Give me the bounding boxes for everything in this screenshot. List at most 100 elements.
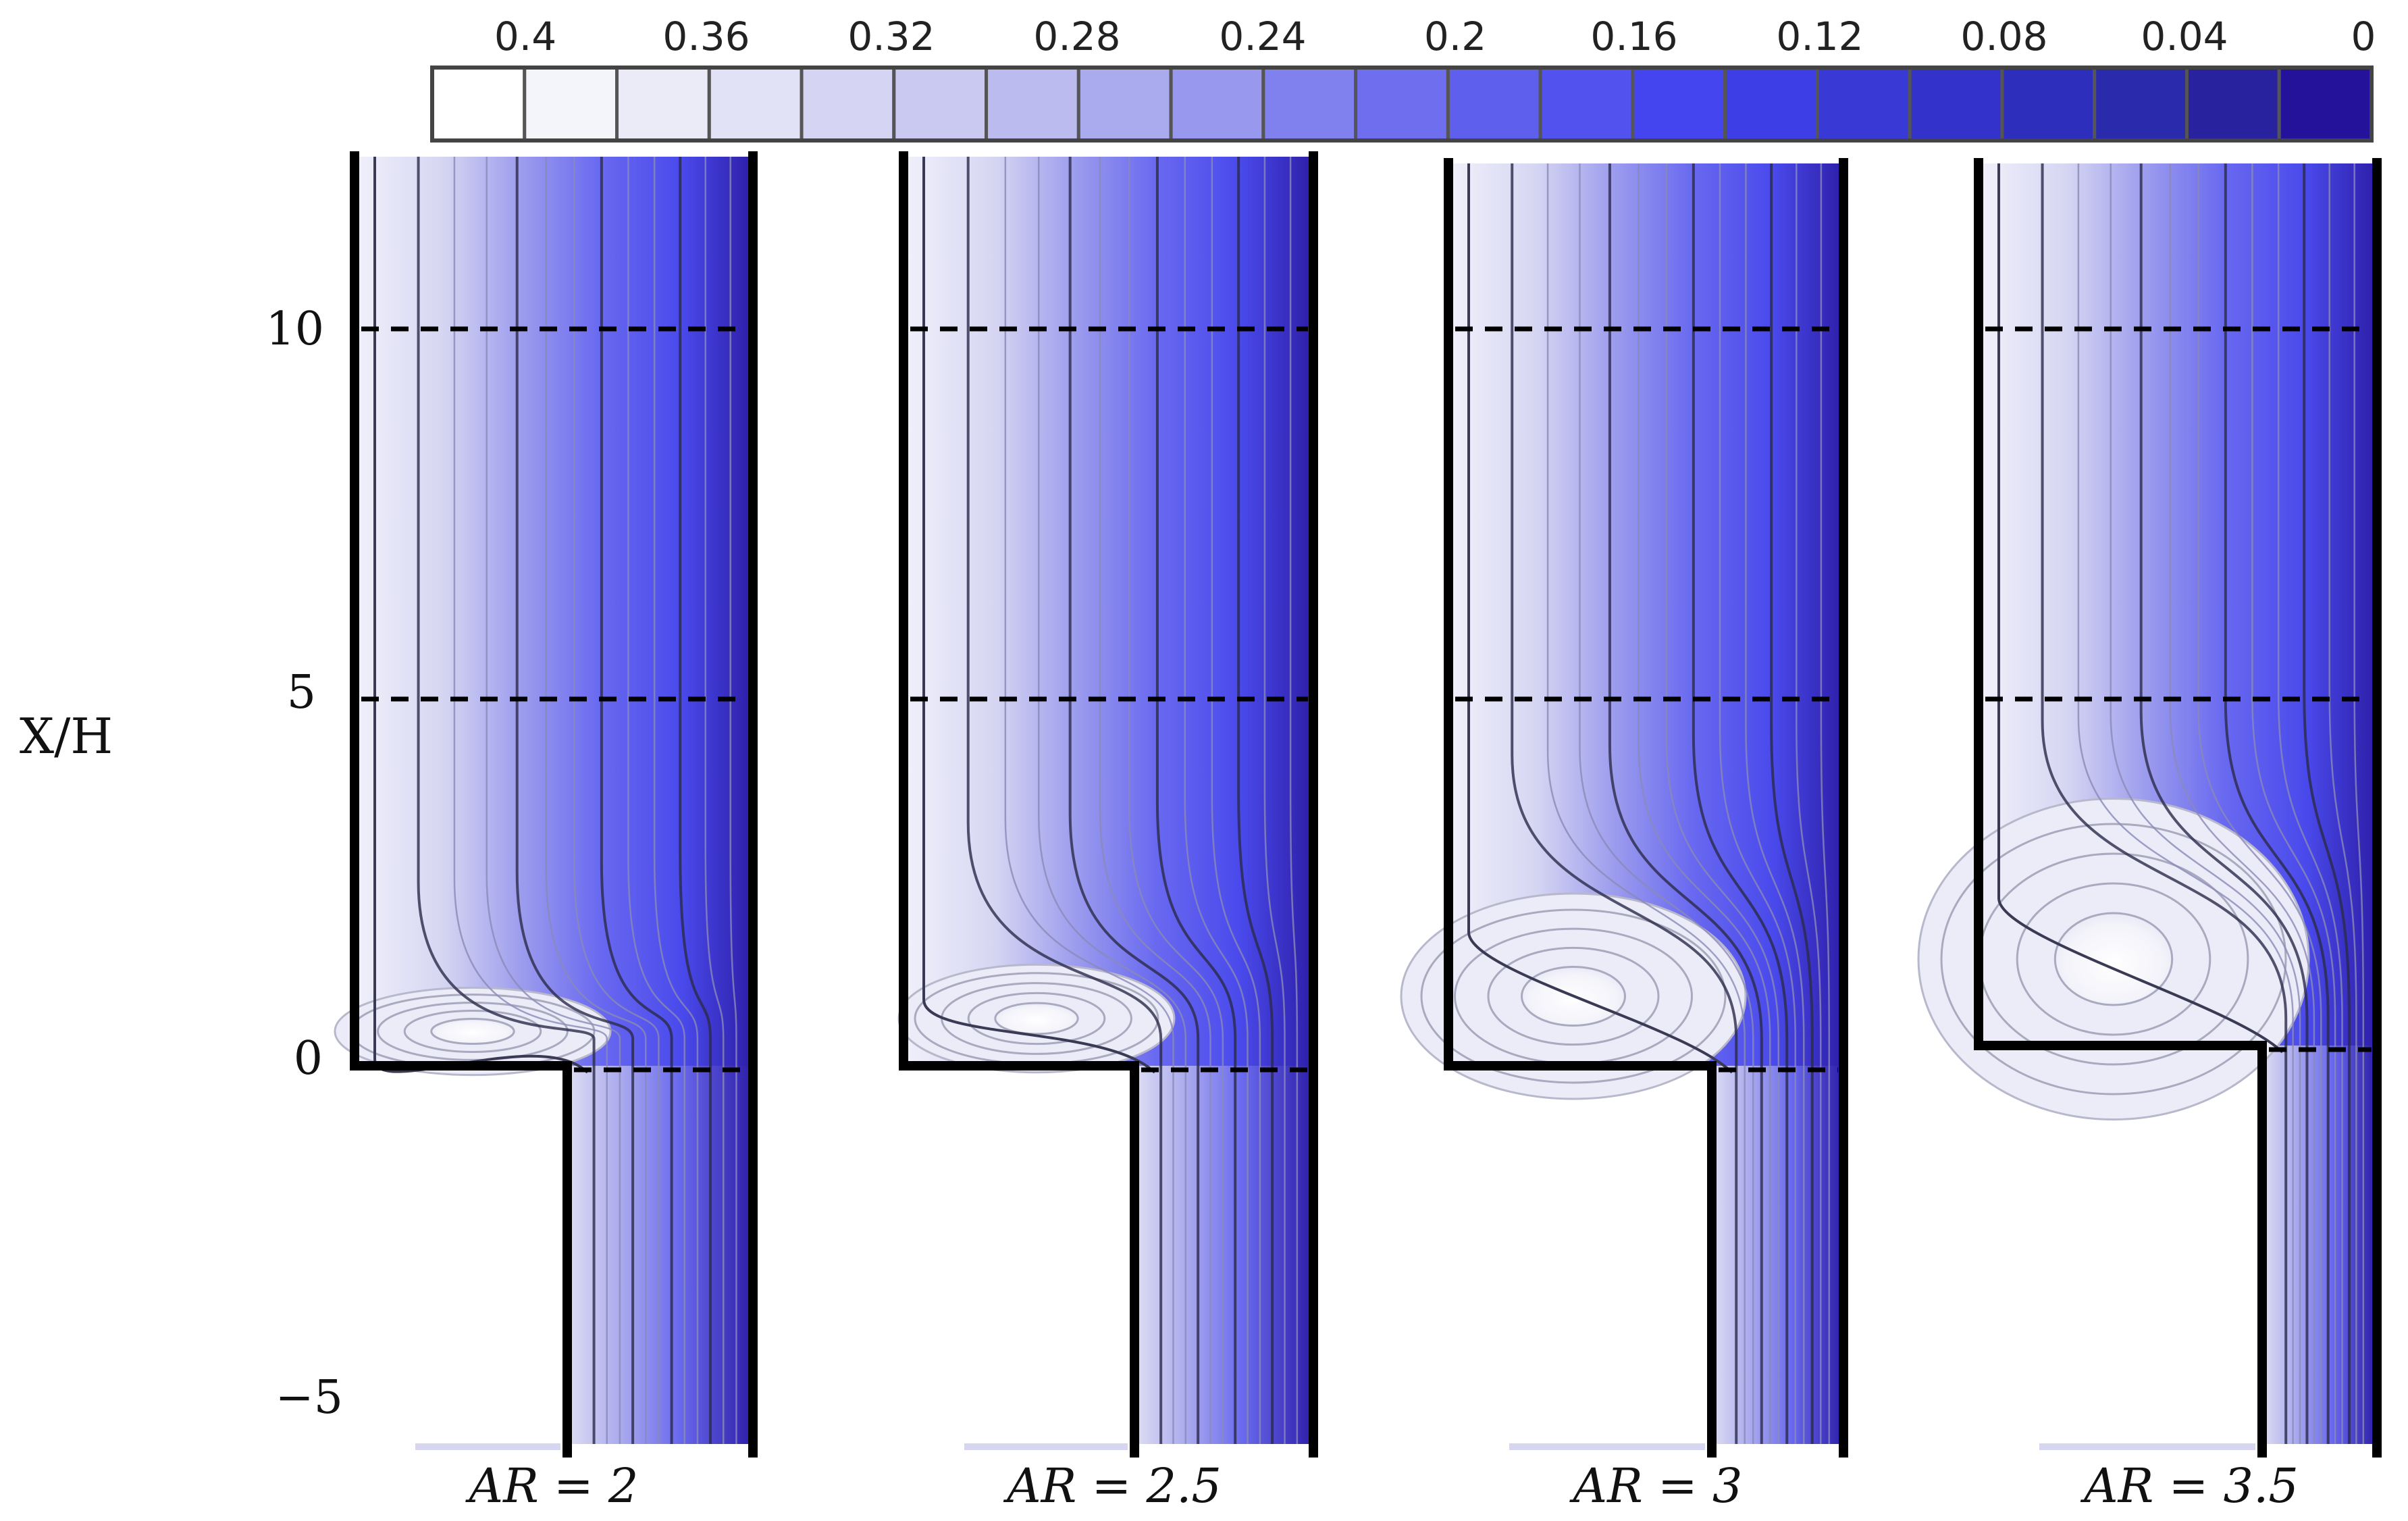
flow-domain	[355, 157, 753, 1066]
inlet-channel	[2262, 1046, 2377, 1444]
streamline	[2041, 163, 2288, 1444]
recirculation-contour	[1487, 946, 1660, 1046]
streamline	[704, 157, 725, 1444]
colorbar-swatch	[2000, 66, 2097, 143]
streamline	[1289, 157, 1299, 1444]
streamline	[2110, 163, 2301, 1444]
inlet-channel	[567, 1066, 753, 1444]
streamline	[1128, 157, 1224, 1444]
colorbar-swatches	[430, 66, 2374, 143]
streamline	[2169, 163, 2315, 1444]
recirculation-contour	[2053, 912, 2174, 1006]
recirculation-contour	[403, 1010, 542, 1053]
contour-field	[1917, 158, 2382, 1458]
streamline	[1719, 163, 1796, 1444]
panel-label: AR = 2	[465, 1458, 639, 1514]
colorbar-swatch	[800, 66, 896, 143]
colorbar-tick-label: 0.32	[847, 14, 935, 59]
colorbar-tick-label: 0.24	[1219, 14, 1306, 59]
colorbar-swatch	[1354, 66, 1450, 143]
channel-wall	[899, 151, 1139, 1458]
streamline	[2197, 163, 2322, 1444]
streamline	[1068, 157, 1200, 1444]
recirculation-contour	[2016, 882, 2211, 1036]
streamline	[2077, 163, 2294, 1444]
streamline	[1184, 157, 1249, 1444]
streamline	[1820, 163, 1830, 1444]
colorbar-frame	[430, 66, 2374, 143]
colorbar-swatch	[985, 66, 1080, 143]
colorbar-swatch	[2093, 66, 2189, 143]
contour-field	[897, 151, 1318, 1458]
streamline	[1263, 157, 1286, 1444]
colorbar-swatch	[615, 66, 711, 143]
inlet-channel	[1134, 1066, 1313, 1444]
streamline	[2328, 163, 2357, 1444]
streamline	[2139, 163, 2309, 1444]
y-tick-label: −5	[276, 1371, 343, 1424]
y-axis: X/H 10 5 0 −5	[20, 303, 343, 1424]
colorbar-tick-labels: 0.4 0.36 0.32 0.28 0.24 0.2 0.16 0.12 0.…	[494, 14, 2376, 59]
streamline	[1211, 157, 1261, 1444]
streamline	[1099, 157, 1211, 1444]
colorbar-swatch	[1261, 66, 1358, 143]
colorbar-swatch	[1723, 66, 1819, 143]
recirculation-contour	[1420, 908, 1727, 1084]
streamline	[545, 157, 647, 1444]
colorbar-tick-label: 0.16	[1590, 14, 1677, 59]
streamline	[2251, 163, 2336, 1444]
streamline	[1608, 163, 1763, 1444]
y-tick-label: 10	[265, 303, 324, 356]
streamline	[1796, 163, 1822, 1444]
colorbar-tick-label: 0.12	[1776, 14, 1863, 59]
flow-domain	[904, 157, 1313, 1066]
streamline	[515, 157, 635, 1444]
streamline	[573, 157, 660, 1444]
colorbar-swatch	[1815, 66, 1912, 143]
channel-wall	[1444, 158, 1717, 1458]
streamline	[1579, 163, 1754, 1444]
colorbar-tick-label: 0.36	[662, 14, 750, 59]
colorbar-tick-label: 0.28	[1033, 14, 1120, 59]
panel-ar-2: AR = 2	[334, 151, 758, 1514]
streamline	[2224, 163, 2330, 1444]
colorbar-swatch	[1446, 66, 1542, 143]
colorbar-swatch	[2184, 66, 2281, 143]
streamline	[1237, 157, 1274, 1444]
streamline	[1155, 157, 1237, 1444]
colorbar-swatch	[1908, 66, 2004, 143]
channel-wall	[1974, 158, 2267, 1458]
streamline	[453, 157, 608, 1444]
y-tick-label: 5	[287, 666, 316, 719]
colorbar: 0.4 0.36 0.32 0.28 0.24 0.2 0.16 0.12 0.…	[430, 14, 2376, 143]
colorbar-tick-label: 0.04	[2141, 14, 2228, 59]
colorbar-swatch	[1169, 66, 1265, 143]
colorbar-swatch	[523, 66, 619, 143]
streamline	[1037, 157, 1187, 1444]
streamline	[1745, 163, 1805, 1444]
colorbar-tick-label: 0.4	[494, 14, 556, 59]
colorbar-tick-label: 0.08	[1960, 14, 2047, 59]
contour-field	[334, 151, 758, 1458]
panel-label: AR = 2.5	[1003, 1458, 1222, 1514]
recirculation-contour	[994, 1002, 1079, 1035]
streamline	[729, 157, 737, 1444]
streamline	[1546, 163, 1746, 1444]
streamline	[679, 157, 712, 1444]
recirculation-contour	[967, 991, 1106, 1046]
y-tick-label: 0	[294, 1032, 323, 1085]
colorbar-swatch	[707, 66, 804, 143]
streamline	[1665, 163, 1779, 1444]
streamline	[1511, 163, 1738, 1444]
colorbar-swatch	[1076, 66, 1173, 143]
colorbar-swatch	[892, 66, 989, 143]
recirculation-contour	[1940, 823, 2287, 1095]
streamline	[653, 157, 699, 1444]
panel-ar-2.5: AR = 2.5	[897, 151, 1318, 1514]
separating-streamline	[1467, 163, 1733, 1074]
separating-streamline	[922, 157, 1156, 1074]
colorbar-tick-label: 0.2	[1424, 14, 1486, 59]
colorbar-tick-label: 0	[2351, 14, 2376, 59]
streamline	[1638, 163, 1771, 1444]
streamline	[2303, 163, 2351, 1444]
